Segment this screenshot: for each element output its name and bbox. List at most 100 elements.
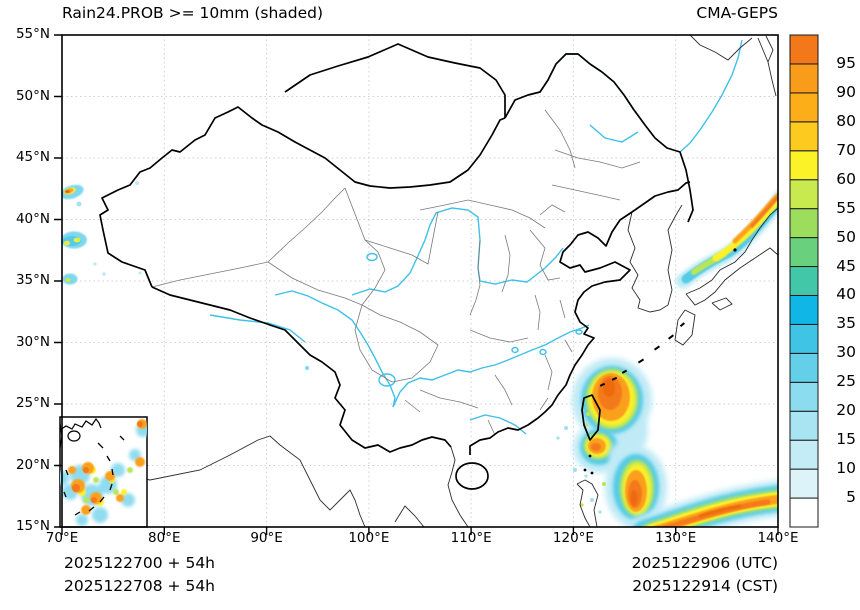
colorbar-segment xyxy=(789,208,819,239)
colorbar-label: 95 xyxy=(836,53,856,72)
china-south-border xyxy=(151,286,452,453)
colorbar-segment xyxy=(789,497,819,528)
shikoku-coast xyxy=(711,297,733,311)
colorbar-segment xyxy=(789,179,819,210)
colorbar-label: 40 xyxy=(836,285,856,304)
y-tick-label: 35°N xyxy=(15,272,50,288)
province-borders xyxy=(151,109,641,436)
colorbar-segment xyxy=(789,92,819,123)
colorbar-label: 60 xyxy=(836,169,856,188)
footer-valid-cst: 2025122914 (CST) xyxy=(632,577,778,595)
y-axis-ticks xyxy=(54,34,62,528)
inset-map xyxy=(59,416,148,528)
colorbar-label: 80 xyxy=(836,111,856,130)
y-tick-label: 45°N xyxy=(15,149,50,165)
colorbar-label: 55 xyxy=(836,198,856,217)
songhua-river xyxy=(589,124,639,143)
y-tick-label: 50°N xyxy=(15,87,50,104)
x-tick-label: 90°E xyxy=(250,530,283,546)
qinghai-lake xyxy=(366,252,378,262)
colorbar-segment xyxy=(789,323,819,354)
colorbar-label: 20 xyxy=(836,401,856,420)
taihu-lake xyxy=(575,329,583,335)
colorbar-label: 35 xyxy=(836,314,856,333)
colorbar xyxy=(789,34,819,528)
yarlung-river xyxy=(209,314,306,343)
colorbar-segment xyxy=(789,266,819,296)
taiwan-island xyxy=(581,394,601,441)
x-tick-label: 100°E xyxy=(348,530,390,546)
colorbar-segment xyxy=(789,410,819,441)
colorbar-label: 5 xyxy=(846,488,856,507)
yellow-river xyxy=(351,207,564,296)
china-border-west-north xyxy=(99,106,506,288)
colorbar-label: 45 xyxy=(836,256,856,275)
yangtze-river xyxy=(274,290,590,408)
x-tick-label: 140°E xyxy=(757,530,799,546)
x-tick-label: 70°E xyxy=(45,530,79,546)
luzon-coast xyxy=(576,479,599,527)
footer-valid-utc: 2025122906 (UTC) xyxy=(631,554,778,572)
precip-sea-of-japan-band xyxy=(675,190,778,289)
y-tick-label: 40°N xyxy=(15,210,50,227)
colorbar-segment xyxy=(789,150,819,181)
rivers xyxy=(209,39,743,435)
island-dots xyxy=(583,248,737,475)
hainan-island xyxy=(455,462,489,490)
x-axis-ticks xyxy=(61,527,779,535)
colorbar-label: 30 xyxy=(836,343,856,362)
colorbar-label: 70 xyxy=(836,140,856,159)
precip-east-of-luzon xyxy=(605,443,667,527)
colorbar-segment xyxy=(789,381,819,412)
india-bay-of-bengal-coast xyxy=(62,435,366,527)
colorbar-segment xyxy=(789,468,819,499)
x-tick-label: 130°E xyxy=(655,530,697,546)
y-tick-label: 55°N xyxy=(15,26,50,42)
colorbar-label: 25 xyxy=(836,372,856,391)
poyang-lake xyxy=(539,348,547,356)
colorbar-label: 10 xyxy=(836,459,856,478)
colorbar-segment xyxy=(789,63,819,94)
x-tick-label: 80°E xyxy=(148,530,181,546)
colorbar-segment xyxy=(789,439,819,470)
international-borders xyxy=(99,43,694,490)
precip-southeast-band xyxy=(628,480,778,527)
honshu-coast xyxy=(685,207,778,306)
china-coastline xyxy=(469,211,633,455)
colorbar-label: 15 xyxy=(836,430,856,449)
model-name: CMA-GEPS xyxy=(696,4,778,22)
footer-init-cst: 2025122708 + 54h xyxy=(64,577,216,595)
page-title: Rain24.PROB >= 10mm (shaded) xyxy=(62,4,324,22)
foreign-coastlines xyxy=(62,35,778,527)
china-russia-amur-border xyxy=(504,53,694,223)
vietnam-coast xyxy=(447,446,469,527)
colorbar-label: 90 xyxy=(836,82,856,101)
inset-precip-cluster xyxy=(60,419,147,526)
y-tick-label: 25°N xyxy=(15,395,50,411)
indochina-coast xyxy=(394,505,425,527)
korea-coast xyxy=(627,204,683,313)
precip-shading xyxy=(62,181,778,527)
colorbar-segment xyxy=(789,237,819,268)
dongting-lake xyxy=(511,346,519,354)
y-tick-label: 15°N xyxy=(15,518,50,534)
colorbar-segment xyxy=(789,352,819,383)
colorbar-segment xyxy=(789,34,819,65)
precip-small-specks xyxy=(305,366,606,514)
x-tick-label: 110°E xyxy=(450,530,492,546)
footer-init-utc: 2025122700 + 54h xyxy=(64,554,216,572)
y-tick-label: 20°N xyxy=(15,456,50,473)
map-frame xyxy=(54,34,779,535)
colorbar-label: 50 xyxy=(836,227,856,246)
yunnan-lake xyxy=(378,373,396,387)
pearl-river xyxy=(469,414,527,435)
inset-dash-line xyxy=(63,435,125,516)
x-tick-label: 120°E xyxy=(552,530,594,546)
russia-okhotsk-coast xyxy=(689,35,777,97)
precip-pamir-cells xyxy=(62,181,142,285)
china-korea-border xyxy=(631,181,691,213)
kyushu-coast xyxy=(674,309,696,346)
mongolia-russia-border xyxy=(284,43,506,118)
